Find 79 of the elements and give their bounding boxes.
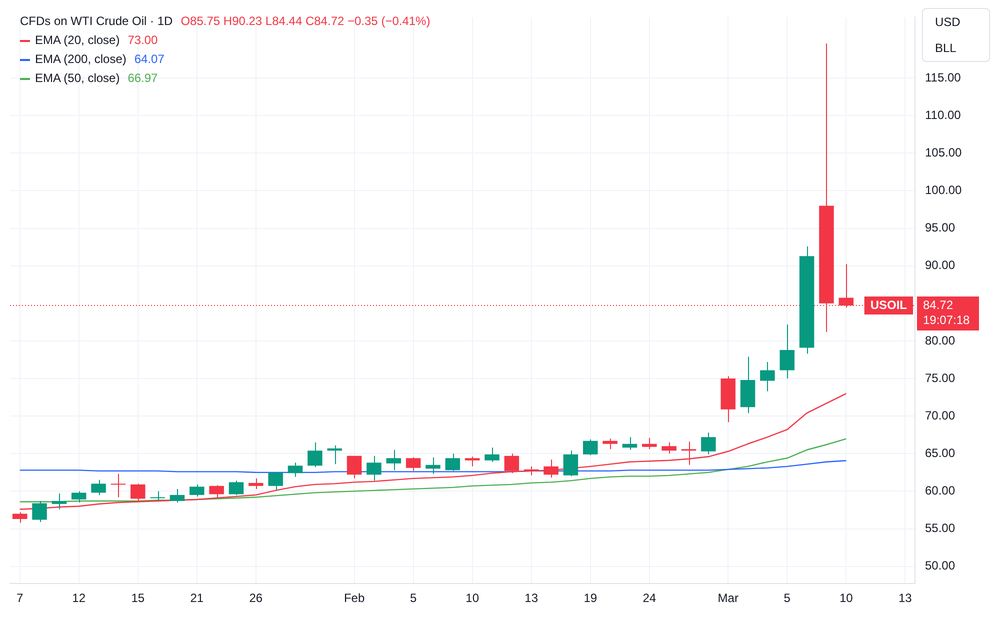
- legend-label: EMA (20, close): [35, 33, 120, 47]
- annotation: O85.75 H90.23 L84.44 C84.72 −0.35 (−0.41%): [180, 14, 430, 28]
- y-tick-label: 70.00: [925, 408, 956, 422]
- y-tick-label: 50.00: [925, 558, 956, 573]
- y-tick-label: 75.00: [925, 370, 956, 385]
- x-tick-label: 5: [784, 591, 791, 606]
- x-tick-label: 24: [642, 591, 656, 606]
- legend-label: EMA (200, close): [35, 52, 126, 66]
- candlestick: [602, 438, 618, 450]
- x-tick-label: 7: [16, 591, 24, 606]
- annotation: 73.00: [128, 33, 158, 47]
- y-tick-label: 90.00: [925, 258, 956, 272]
- candlestick: [71, 490, 86, 503]
- candlestick: [308, 442, 322, 468]
- y-tick-label: 60.00: [925, 484, 956, 498]
- annotation: 66.97: [128, 71, 158, 85]
- text: USD: [934, 14, 962, 31]
- x-tick-label: Mar: [718, 591, 738, 606]
- candlestick: [622, 436, 638, 450]
- candlestick: [484, 447, 500, 462]
- candlestick: [12, 512, 28, 524]
- text: BLL: [934, 40, 958, 57]
- candlestick: [681, 441, 696, 466]
- x-tick-label: 10: [839, 591, 854, 606]
- candlestick: [91, 479, 106, 496]
- y-tick-label: 55.00: [925, 521, 956, 536]
- candlestick: [248, 478, 264, 490]
- candlestick: [327, 444, 342, 465]
- text: 84.72: [923, 298, 954, 312]
- candlestick: [760, 362, 775, 392]
- candlestick: [642, 437, 657, 450]
- candlestick: [288, 462, 303, 478]
- x-tick-label: 21: [190, 591, 204, 606]
- candlestick: [346, 455, 362, 479]
- candlestick: [445, 453, 460, 472]
- candlestick: [524, 466, 539, 476]
- ref-line-label: USOIL: [870, 298, 908, 312]
- y-tick-label: 95.00: [925, 220, 956, 235]
- x-tick-label: Feb: [344, 591, 365, 606]
- x-tick-label: 5: [410, 591, 417, 606]
- x-tick-label: 12: [72, 591, 86, 606]
- candlestick: [150, 490, 165, 502]
- y-tick-label: 115.00: [925, 70, 962, 84]
- text: 19:07:18: [923, 312, 970, 327]
- y-tick-label: 80.00: [925, 333, 956, 348]
- annotation: 64.07: [134, 52, 164, 66]
- candlestick: [190, 484, 204, 497]
- x-tick-label: 26: [249, 591, 263, 606]
- y-tick-label: 65.00: [925, 446, 956, 460]
- x-tick-label: 15: [131, 591, 145, 606]
- candlestick: [52, 492, 67, 510]
- y-tick-label: 110.00: [925, 108, 962, 122]
- candlestick: [170, 488, 185, 503]
- candlestick: [701, 432, 716, 455]
- x-tick-label: 19: [584, 591, 598, 606]
- candlestick: [228, 480, 244, 496]
- candlestick: [583, 438, 598, 456]
- x-tick-label: 13: [898, 591, 912, 606]
- candlestick: [268, 472, 283, 491]
- x-tick-label: 13: [524, 591, 538, 606]
- candlestick: [544, 459, 558, 478]
- legend-label: EMA (50, close): [35, 71, 120, 85]
- candlestick: [464, 456, 480, 467]
- candlestick: [32, 500, 47, 522]
- candlestick: [366, 455, 382, 482]
- candlestick: [662, 442, 676, 454]
- candlestick: [406, 456, 421, 472]
- candlestick: [780, 324, 794, 380]
- y-tick-label: 100.00: [925, 183, 962, 198]
- y-tick-label: 105.00: [925, 145, 962, 160]
- candlestick: [504, 453, 520, 474]
- candlestick: [386, 449, 402, 471]
- candlestick: [130, 483, 146, 502]
- x-tick-label: 10: [466, 591, 480, 606]
- candlestick: [110, 473, 126, 498]
- candlestick: [563, 450, 578, 477]
- candlestick: [209, 484, 224, 498]
- chart-title: CFDs on WTI Crude Oil · 1D: [20, 14, 173, 28]
- candlestick: [426, 456, 440, 474]
